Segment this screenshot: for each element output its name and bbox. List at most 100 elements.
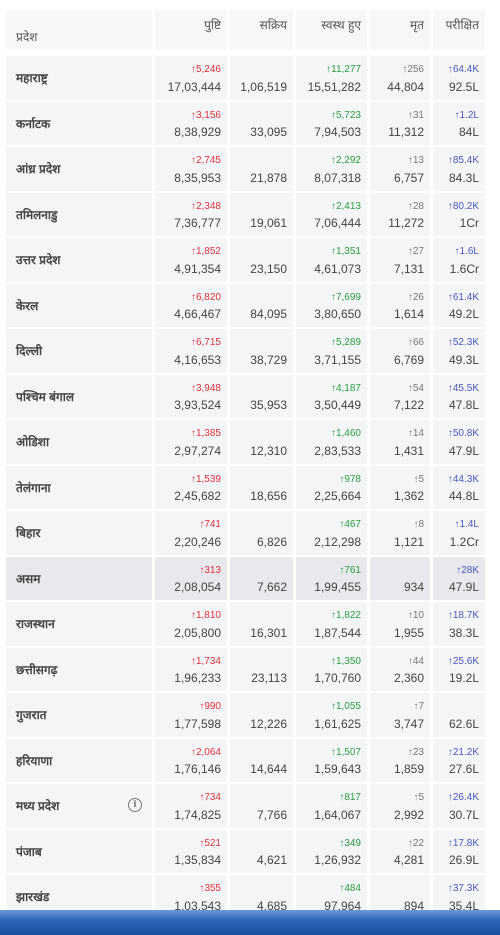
active-cell: 84,095: [230, 283, 293, 327]
deceased-value: 1,431: [393, 443, 424, 458]
table-row[interactable]: महाराष्ट्र ↑5,246 17,03,444 1,06,519 ↑11,277…: [6, 56, 490, 100]
deceased-value: 6,769: [393, 352, 424, 367]
tested-cell: ↑52.3K 49.3L: [433, 329, 485, 373]
tested-delta: ↑1.6L: [454, 246, 479, 257]
active-value: 18,656: [250, 489, 287, 503]
deceased-cell: ↑10 1,955: [370, 602, 430, 646]
state-cell[interactable]: उत्तर प्रदेश: [6, 238, 152, 282]
tested-value: 27.6L: [448, 762, 479, 776]
state-cell[interactable]: कर्नाटक: [6, 101, 152, 145]
deceased-delta: ↑5: [413, 792, 424, 803]
table-row[interactable]: गुजरात ↑990 1,77,598 12,226 ↑1,055 1,61,625 ↑7…: [6, 693, 490, 737]
state-cell[interactable]: छत्तीसगढ़: [6, 647, 152, 691]
recovered-value: 2,25,664: [314, 489, 361, 503]
state-name: हरियाणा: [16, 753, 53, 768]
state-cell[interactable]: ओडिशा: [6, 420, 152, 464]
state-cell[interactable]: पंजाब: [6, 829, 152, 873]
table-row[interactable]: बिहार ↑741 2,20,246 6,826 ↑467 2,12,298 ↑8 1,12…: [6, 511, 490, 555]
state-cell[interactable]: बिहार: [6, 511, 152, 555]
state-name: महाराष्ट्र: [16, 71, 48, 86]
confirmed-delta: ↑3,156: [190, 109, 221, 121]
table-row[interactable]: कर्नाटक ↑3,156 8,38,929 33,095 ↑5,723 7,94,50…: [6, 101, 490, 145]
header-recovered[interactable]: स्वस्थ हुए: [296, 10, 367, 50]
state-cell[interactable]: तेलंगाना: [6, 465, 152, 509]
table-row[interactable]: पश्चिम बंगाल ↑3,948 3,93,524 35,953 ↑4,187 3,…: [6, 374, 490, 418]
confirmed-cell: ↑3,948 3,93,524: [155, 374, 227, 418]
header-confirmed[interactable]: पुष्टि: [155, 10, 227, 50]
tested-value: 30.7L: [448, 807, 479, 822]
table-body: महाराष्ट्र ↑5,246 17,03,444 1,06,519 ↑11,277…: [6, 56, 490, 919]
tested-delta: ↑28K: [456, 564, 479, 576]
state-cell[interactable]: महाराष्ट्र: [6, 56, 152, 100]
recovered-delta: ↑484: [339, 883, 361, 894]
confirmed-delta: ↑2,348: [190, 200, 221, 212]
header-active[interactable]: सक्रिय: [230, 10, 293, 50]
tested-cell: ↑28K 47.9L: [433, 556, 485, 600]
active-cell: 23,113: [230, 647, 293, 691]
deceased-value: 7,122: [393, 398, 424, 412]
header-tested[interactable]: परीक्षित: [433, 10, 485, 50]
confirmed-value: 1,35,834: [174, 853, 221, 867]
active-cell: 16,301: [230, 602, 293, 646]
confirmed-value: 1,96,233: [174, 671, 221, 685]
table-row[interactable]: असम ↑313 2,08,054 7,662 ↑761 1,99,455 934 ↑28K 4…: [6, 556, 490, 600]
state-cell[interactable]: हरियाणा: [6, 738, 152, 782]
state-cell[interactable]: केरल: [6, 283, 152, 327]
table-row[interactable]: ओडिशा ↑1,385 2,97,274 12,310 ↑1,460 2,83,533 ↑…: [6, 420, 490, 464]
confirmed-value: 8,38,929: [174, 125, 221, 139]
confirmed-delta: ↑734: [199, 792, 221, 803]
table-row[interactable]: उत्तर प्रदेश ↑1,852 4,91,354 23,150 ↑1,351 4,…: [6, 238, 490, 282]
table-row[interactable]: तमिलनाडु ↑2,348 7,36,777 19,061 ↑2,413 7,06,4…: [6, 192, 490, 236]
state-cell[interactable]: पश्चिम बंगाल: [6, 374, 152, 418]
recovered-value: 1,70,760: [314, 671, 361, 685]
table-row[interactable]: दिल्ली ↑6,715 4,16,653 38,729 ↑5,289 3,71,155…: [6, 329, 490, 373]
table-header-row: प्रदेश पुष्टि सक्रिय स्वस्थ हुए मृत परीक…: [6, 10, 490, 50]
state-cell[interactable]: राजस्थान: [6, 602, 152, 646]
table-row[interactable]: तेलंगाना ↑1,539 2,45,682 18,656 ↑978 2,25,664…: [6, 465, 490, 509]
header-deceased[interactable]: मृत: [370, 10, 430, 50]
tested-cell: ↑1.2L 84L: [433, 101, 485, 145]
table-row[interactable]: मध्य प्रदेश i ↑734 1,74,825 7,766 ↑817 1,64,06…: [6, 784, 490, 828]
tested-cell: ↑44.3K 44.8L: [433, 465, 485, 509]
header-deceased-label: मृत: [409, 18, 424, 32]
header-state-label: प्रदेश: [16, 30, 38, 44]
deceased-value: 934: [403, 580, 424, 594]
state-cell[interactable]: मध्य प्रदेश i: [6, 784, 152, 828]
table-row[interactable]: राजस्थान ↑1,810 2,05,800 16,301 ↑1,822 1,87,5…: [6, 602, 490, 646]
state-cell[interactable]: असम: [6, 556, 152, 600]
recovered-delta: ↑1,507: [330, 746, 361, 758]
info-icon[interactable]: i: [128, 798, 142, 812]
confirmed-value: 7,36,777: [174, 216, 221, 230]
state-cell[interactable]: दिल्ली: [6, 329, 152, 373]
table-row[interactable]: केरल ↑6,820 4,66,467 84,095 ↑7,699 3,80,650 ↑2…: [6, 283, 490, 327]
active-value: 19,061: [250, 216, 287, 230]
confirmed-delta: ↑2,745: [190, 155, 221, 166]
deceased-value: 1,955: [393, 625, 424, 640]
state-cell[interactable]: तमिलनाडु: [6, 192, 152, 236]
deceased-cell: ↑27 7,131: [370, 238, 430, 282]
header-active-label: सक्रिय: [259, 18, 287, 32]
tested-value: 1Cr: [459, 216, 479, 230]
deceased-value: 2,992: [393, 807, 424, 822]
header-state[interactable]: प्रदेश: [6, 10, 152, 50]
table-row[interactable]: छत्तीसगढ़ ↑1,734 1,96,233 23,113 ↑1,350 1,70,…: [6, 647, 490, 691]
deceased-delta: ↑31: [407, 109, 424, 121]
tested-delta: ↑25.6K: [447, 655, 479, 667]
tested-delta: ↑80.2K: [447, 200, 479, 212]
tested-delta: ↑44.3K: [447, 473, 479, 485]
table-row[interactable]: पंजाब ↑521 1,35,834 4,621 ↑349 1,26,932 ↑22 4,2…: [6, 829, 490, 873]
table-row[interactable]: आंध्र प्रदेश ↑2,745 8,35,953 21,878 ↑2,292 8,…: [6, 147, 490, 191]
recovered-cell: ↑1,055 1,61,625: [296, 693, 367, 737]
deceased-delta: ↑27: [407, 246, 424, 257]
state-cell[interactable]: आंध्र प्रदेश: [6, 147, 152, 191]
active-cell: 7,662: [230, 556, 293, 600]
table-row[interactable]: हरियाणा ↑2,064 1,76,146 14,644 ↑1,507 1,59,64…: [6, 738, 490, 782]
confirmed-value: 2,97,274: [174, 443, 221, 458]
tested-delta: ↑37.3K: [447, 883, 479, 894]
deceased-delta: ↑13: [407, 155, 424, 166]
state-cell[interactable]: गुजरात: [6, 693, 152, 737]
confirmed-cell: ↑1,385 2,97,274: [155, 420, 227, 464]
tested-value: 47.8L: [448, 398, 479, 412]
state-name: झारखंड: [16, 890, 50, 905]
confirmed-cell: ↑734 1,74,825: [155, 784, 227, 828]
